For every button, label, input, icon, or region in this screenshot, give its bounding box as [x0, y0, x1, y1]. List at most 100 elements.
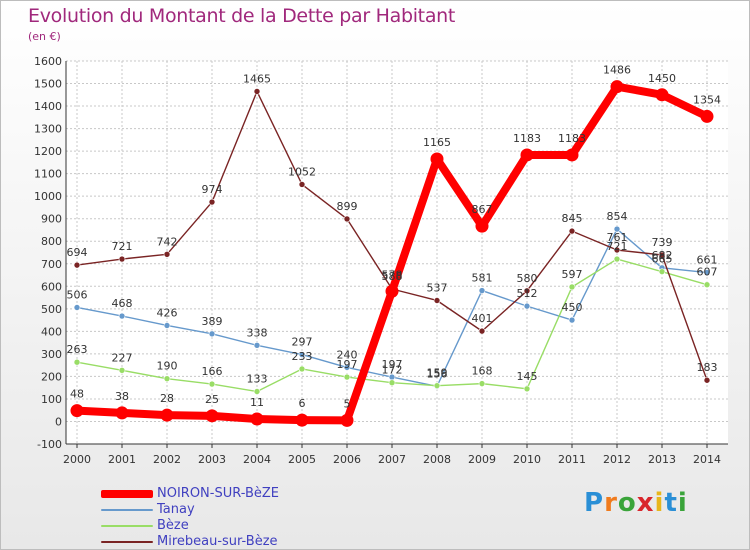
data-label: 172	[382, 364, 403, 377]
x-tick-label: 2004	[243, 453, 271, 466]
data-point	[430, 152, 444, 166]
data-label: 450	[562, 301, 583, 314]
data-point	[73, 261, 81, 269]
legend-label: Bèze	[157, 518, 189, 533]
x-tick-label: 2003	[198, 453, 226, 466]
y-tick-label: 200	[41, 370, 62, 383]
x-tick-label: 2002	[153, 453, 181, 466]
data-label: 166	[202, 365, 223, 378]
data-point	[343, 364, 351, 371]
y-tick-label: 0	[55, 415, 62, 428]
y-tick-label: 100	[41, 393, 62, 406]
data-point	[73, 304, 81, 311]
data-label: 197	[337, 358, 358, 371]
data-point	[295, 413, 309, 427]
y-tick-label: 1600	[34, 55, 62, 68]
data-label: 845	[562, 212, 583, 225]
y-tick-label: 1200	[34, 145, 62, 158]
chart-unit: (en €)	[28, 30, 61, 43]
data-label: 28	[160, 392, 174, 405]
data-label: 761	[607, 231, 628, 244]
data-point	[343, 373, 351, 381]
data-label: 578	[382, 268, 403, 281]
x-tick-label: 2007	[378, 453, 406, 466]
y-tick-label: 900	[41, 213, 62, 226]
data-label: 5	[344, 397, 351, 410]
data-label: 588	[382, 270, 403, 283]
y-tick-label: 800	[41, 235, 62, 248]
data-label: 721	[112, 240, 133, 253]
data-label: 1183	[558, 132, 586, 145]
y-tick-label: -100	[37, 438, 62, 451]
data-label: 25	[205, 393, 219, 406]
data-point	[298, 181, 306, 188]
data-label: 742	[157, 235, 178, 248]
data-label: 133	[247, 373, 268, 386]
x-tick-label: 2001	[108, 453, 136, 466]
data-label: 168	[472, 365, 493, 378]
y-tick-label: 1400	[34, 100, 62, 113]
y-tick-label: 500	[41, 303, 62, 316]
data-point	[253, 88, 261, 95]
data-point	[523, 302, 531, 310]
y-tick-label: 1100	[34, 168, 62, 181]
data-point	[73, 358, 81, 366]
data-label: 1450	[648, 72, 676, 85]
proxiti-logo: Proxiti	[584, 488, 688, 518]
data-label: 1465	[243, 72, 271, 85]
data-label: 426	[157, 306, 178, 319]
data-point	[658, 268, 666, 275]
data-label: 159	[427, 367, 448, 380]
data-label: 682	[652, 249, 673, 262]
data-label: 665	[652, 253, 673, 266]
data-label: 240	[337, 348, 358, 361]
data-label: 338	[247, 326, 268, 339]
data-label: 156	[427, 367, 448, 380]
legend-swatch	[101, 525, 153, 527]
data-label: 48	[70, 388, 84, 401]
data-label: 1165	[423, 136, 451, 149]
data-label: 1183	[513, 132, 541, 145]
data-label: 6	[299, 397, 306, 410]
data-label: 974	[202, 183, 223, 196]
y-tick-label: 600	[41, 280, 62, 293]
legend-swatch	[101, 509, 153, 511]
data-point	[208, 380, 216, 388]
x-tick-label: 2012	[603, 453, 631, 466]
data-point	[520, 148, 534, 162]
data-point	[208, 330, 216, 338]
data-label: 506	[67, 288, 88, 301]
data-label: 401	[472, 312, 493, 325]
x-tick-label: 2009	[468, 453, 496, 466]
data-point	[343, 215, 351, 223]
data-point	[118, 312, 126, 320]
y-tick-label: 1300	[34, 123, 62, 136]
legend-label: Tanay	[157, 502, 195, 517]
data-label: 607	[697, 266, 718, 279]
data-point	[388, 379, 396, 387]
data-point	[703, 269, 711, 276]
data-point	[478, 380, 486, 387]
data-point	[613, 246, 621, 254]
x-tick-label: 2008	[423, 453, 451, 466]
data-label: 233	[292, 350, 313, 363]
data-point	[253, 388, 261, 395]
data-label: 537	[427, 281, 448, 294]
data-point	[208, 198, 216, 206]
axes: -100 0 100 200 300 400 500 600 700 800 900 1000 1100…	[34, 55, 728, 466]
data-point	[475, 219, 489, 233]
data-point	[298, 351, 306, 358]
data-point	[703, 281, 711, 289]
data-point	[478, 287, 486, 294]
data-point	[613, 255, 621, 263]
data-point	[115, 406, 129, 420]
data-label: 190	[157, 360, 178, 373]
data-point	[658, 251, 666, 259]
data-label: 38	[115, 390, 129, 403]
data-point	[163, 251, 171, 258]
data-point	[340, 413, 354, 427]
data-point	[523, 287, 531, 295]
data-label: 389	[202, 315, 223, 328]
x-tick-label: 2014	[693, 453, 721, 466]
